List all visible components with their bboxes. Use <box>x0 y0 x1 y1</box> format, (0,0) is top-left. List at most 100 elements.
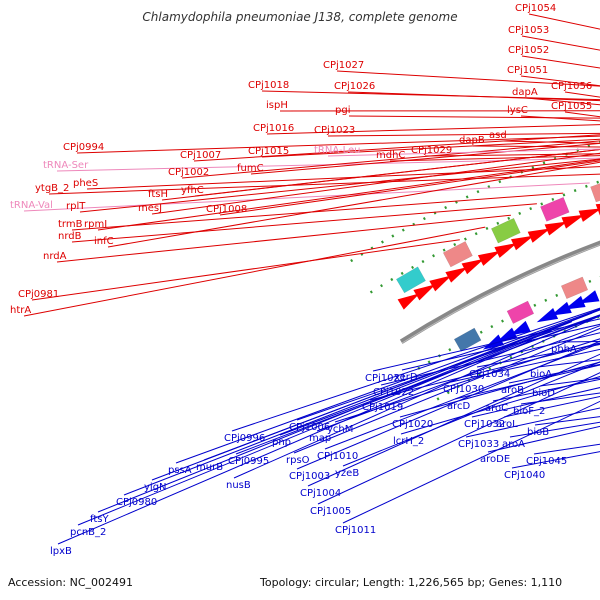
label-line-layer <box>23 13 600 545</box>
reverse-gene-label: map <box>309 433 331 444</box>
forward-gene-label: pheS <box>73 178 98 189</box>
forward-gene-label: mdhC <box>376 150 405 161</box>
forward-label-line <box>219 160 600 216</box>
forward-gene-label: tRNA-Val <box>10 200 53 211</box>
reverse-label-line <box>57 339 532 545</box>
reverse-feature-arrow <box>578 290 600 304</box>
reverse-gene-label: bioF_2 <box>513 406 545 417</box>
forward-label-line <box>71 192 564 231</box>
reverse-gene-label: CPj1045 <box>526 456 567 467</box>
reverse-gene-label: CPj1004 <box>300 488 341 499</box>
reverse-gene-label: pssA <box>168 465 192 476</box>
forward-gene-label: CPj0994 <box>63 142 104 153</box>
reverse-gene-label: aroC <box>485 403 508 414</box>
forward-gene-label: CPj1026 <box>334 81 375 92</box>
backbone-layer <box>350 140 600 401</box>
reverse-gene-label: CPj1034 <box>469 369 510 380</box>
reverse-label-line <box>476 343 600 368</box>
reverse-label-line <box>296 314 600 421</box>
map-title: Chlamydophila pneumoniae J138, complete … <box>142 10 458 24</box>
reverse-gene-label: yigN <box>144 482 167 493</box>
forward-feature-arrow <box>511 235 534 251</box>
reverse-gene-label: lpxB <box>50 546 72 557</box>
reverse-gene-label: CPj1032 <box>464 419 505 430</box>
reverse-gene-label: CPj1040 <box>504 470 545 481</box>
forward-gene-label: trmB <box>58 219 83 230</box>
reverse-label-line <box>342 400 600 524</box>
reverse-label-line <box>400 376 600 435</box>
forward-label-line <box>151 152 600 215</box>
reverse-gene-label: CPj1005 <box>310 506 351 517</box>
feature-block <box>490 217 521 244</box>
forward-gene-label: CPj1015 <box>248 146 289 157</box>
reverse-feature-arrow <box>509 320 531 336</box>
reverse-gene-label: xerD <box>394 372 418 383</box>
forward-gene-label: dapA <box>512 87 538 98</box>
reverse-label-line <box>175 308 600 464</box>
reverse-gene-label: pcnB_2 <box>70 527 106 538</box>
forward-label-line <box>348 115 600 119</box>
reverse-label-line <box>372 318 600 372</box>
reverse-label-line <box>369 342 600 401</box>
forward-label-line <box>347 91 600 102</box>
reverse-label-line <box>454 364 600 400</box>
forward-gene-label: ytgB_2 <box>35 183 69 194</box>
reverse-gene-label: CPj0996 <box>224 433 265 444</box>
forward-gene-label: CPj1056 <box>551 81 592 92</box>
reverse-gene-label: aroB <box>501 385 524 396</box>
reverse-label-line <box>399 361 600 418</box>
reverse-gene-label: CPj1033 <box>458 439 499 450</box>
reverse-gene-label: murB <box>196 462 223 473</box>
reverse-label-line <box>279 315 600 436</box>
feature-block <box>506 300 535 324</box>
forward-gene-label: asd <box>489 130 507 141</box>
forward-feature-arrow <box>527 228 551 243</box>
forward-feature-arrow <box>461 258 485 275</box>
forward-label-line <box>76 135 600 154</box>
forward-gene-label: CPj1054 <box>515 3 556 14</box>
reverse-gene-label: arcD <box>447 401 471 412</box>
reverse-gene-label: CPj1003 <box>289 471 330 482</box>
reverse-label-line <box>296 340 600 470</box>
forward-feature-arrow <box>494 243 518 258</box>
reverse-gene-label: CPj1022 <box>373 387 414 398</box>
reverse-label-line <box>471 387 600 418</box>
forward-label-line <box>31 239 460 301</box>
reverse-label-line <box>231 307 600 432</box>
forward-gene-label: CPj1016 <box>253 123 294 134</box>
reverse-feature-arrow <box>536 308 559 323</box>
forward-feature-arrow <box>561 214 585 229</box>
reverse-gene-label: CPj1019 <box>362 402 403 413</box>
reverse-gene-label: bioD <box>532 388 555 399</box>
reverse-gene-label: CPj1011 <box>335 525 376 536</box>
reverse-label-line <box>380 332 600 386</box>
forward-gene-label: htrA <box>10 305 31 316</box>
forward-label-line <box>266 124 600 135</box>
forward-label-line <box>71 203 537 243</box>
forward-gene-label: CPj1018 <box>248 80 289 91</box>
forward-label-line <box>107 161 600 248</box>
reverse-gene-label: rpsO <box>286 455 310 466</box>
forward-gene-label: infC <box>94 236 114 247</box>
forward-gene-label: CPj1007 <box>180 150 221 161</box>
forward-feature-arrow <box>445 267 468 283</box>
forward-gene-label: mesJ <box>138 203 162 214</box>
forward-gene-label: rplT <box>66 201 86 212</box>
forward-feature-arrow <box>595 203 600 216</box>
topology-text: Topology: circular; Length: 1,226,565 bp… <box>260 576 563 589</box>
forward-gene-label: CPj1023 <box>314 125 355 136</box>
forward-gene-label: lysC <box>507 105 528 116</box>
reverse-label-line <box>401 323 600 371</box>
forward-feature-arrow <box>544 221 568 236</box>
reverse-label-line <box>465 407 600 438</box>
forward-label-line <box>48 173 600 195</box>
feature-block <box>540 196 570 222</box>
forward-gene-label: tRNA-Leu <box>314 145 360 156</box>
reverse-gene-label: nusB <box>226 480 251 491</box>
reverse-label-line <box>334 338 600 423</box>
forward-label-line <box>336 70 600 87</box>
reverse-label-line <box>203 309 600 461</box>
forward-gene-label: ispH <box>266 100 288 111</box>
reverse-gene-label: aroDE <box>480 454 510 465</box>
